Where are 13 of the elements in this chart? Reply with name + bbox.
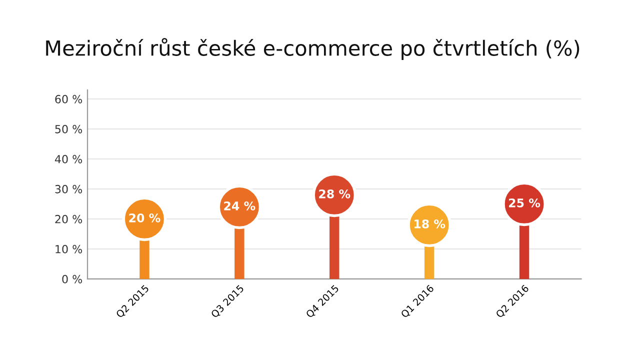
data-label: 18 % [414, 219, 446, 228]
y-tick-label: 60 % [55, 94, 82, 104]
y-tick-label: 20 % [55, 214, 82, 224]
data-label: 20 % [129, 213, 160, 222]
data-label: 25 % [509, 198, 540, 208]
y-tick-label: 30 % [55, 184, 82, 194]
y-tick-label: 0 % [62, 274, 82, 284]
y-tick-label: 10 % [56, 244, 82, 254]
y-tick-label: 50 % [55, 124, 82, 134]
y-tick-label: 40 % [54, 154, 82, 164]
chart-title: Meziroční růst české e-commerce po čtvrtletích (%) [46, 38, 580, 60]
data-label: 24 % [224, 201, 256, 210]
data-label: 28 % [319, 189, 350, 198]
